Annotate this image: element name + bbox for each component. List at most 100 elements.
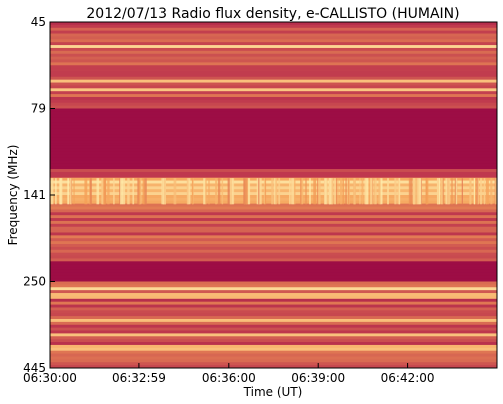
heatmap-row: [50, 171, 497, 176]
heatmap-row: [50, 85, 497, 89]
heatmap-row: [50, 148, 497, 153]
heatmap-burst-column: [271, 178, 274, 205]
heatmap-burst-column: [337, 178, 339, 205]
heatmap-burst-column: [248, 178, 251, 205]
heatmap-burst-column: [442, 178, 444, 205]
heatmap-row: [50, 151, 497, 156]
y-tick-label: 250: [23, 275, 46, 289]
heatmap-burst-column: [359, 178, 361, 205]
heatmap-row: [50, 88, 497, 92]
heatmap-burst-column: [333, 178, 336, 205]
heatmap-row: [50, 160, 497, 164]
heatmap-burst-column: [475, 178, 477, 205]
heatmap-row: [50, 226, 497, 230]
heatmap-row: [50, 339, 497, 343]
heatmap-burst-column: [230, 178, 232, 205]
heatmap-burst-column: [438, 178, 441, 205]
heatmap-row: [50, 298, 497, 303]
heatmap-burst-column: [208, 178, 210, 205]
heatmap-row: [50, 114, 497, 118]
y-axis-label: Frequency (MHz): [6, 145, 20, 246]
heatmap-burst-column: [300, 178, 302, 205]
heatmap-row: [50, 166, 497, 170]
heatmap-burst-column: [289, 178, 291, 205]
heatmap-row: [50, 295, 497, 300]
heatmap-row: [50, 174, 497, 179]
heatmap-burst-column: [426, 178, 429, 205]
heatmap-row: [50, 50, 497, 55]
heatmap-burst-column: [345, 178, 347, 205]
heatmap-burst-column: [205, 178, 207, 205]
heatmap-burst-column: [353, 178, 356, 205]
heatmap-burst-column: [301, 178, 304, 205]
heatmap-burst-column: [455, 178, 458, 205]
heatmap-row: [50, 304, 497, 308]
heatmap-row: [50, 27, 497, 32]
heatmap-burst-column: [412, 178, 416, 205]
x-tick-label: 06:42:00: [381, 371, 435, 385]
heatmap-burst-column: [259, 178, 262, 205]
heatmap-burst-column: [258, 178, 260, 205]
heatmap-burst-column: [59, 178, 62, 205]
heatmap-row: [50, 330, 497, 334]
x-tick-label: 06:32:59: [112, 371, 166, 385]
heatmap-burst-column: [347, 178, 350, 205]
heatmap-row: [50, 56, 497, 60]
heatmap-row: [50, 324, 497, 329]
heatmap-row: [50, 229, 497, 233]
heatmap-row: [50, 79, 497, 83]
heatmap-row: [50, 238, 497, 242]
x-tick-label: 06:30:00: [23, 371, 77, 385]
heatmap-row: [50, 244, 497, 248]
heatmap-burst-column: [469, 178, 472, 205]
heatmap-row: [50, 269, 497, 274]
heatmap-row: [50, 140, 497, 144]
heatmap-burst-column: [231, 178, 235, 205]
x-tick-label: 06:36:00: [202, 371, 256, 385]
y-tick-label: 45: [31, 15, 46, 29]
heatmap-row: [50, 356, 497, 360]
heatmap-burst-column: [122, 178, 126, 205]
heatmap-row: [50, 321, 497, 326]
heatmap-row: [50, 223, 497, 228]
heatmap-burst-column: [103, 178, 106, 205]
heatmap-row: [50, 342, 497, 346]
heatmap-row: [50, 316, 497, 320]
heatmap-row: [50, 96, 497, 101]
heatmap-row: [50, 261, 497, 265]
heatmap-burst-column: [318, 178, 321, 205]
heatmap-burst-column: [408, 178, 410, 205]
heatmap-row: [50, 39, 497, 43]
heatmap-row: [50, 24, 497, 29]
heatmap-burst-column: [378, 178, 381, 205]
heatmap-row: [50, 47, 497, 52]
heatmap-row: [50, 82, 497, 86]
x-axis-label: Time (UT): [243, 385, 303, 399]
heatmap-row: [50, 42, 497, 46]
heatmap-row: [50, 111, 497, 115]
heatmap-row: [50, 275, 497, 280]
heatmap-burst-column: [326, 178, 328, 205]
heatmap-burst-column: [142, 178, 146, 205]
heatmap-burst-column: [309, 178, 311, 205]
heatmap-row: [50, 108, 497, 112]
heatmap-row: [50, 163, 497, 167]
heatmap-burst-column: [144, 178, 147, 205]
heatmap-row: [50, 65, 497, 69]
heatmap-row: [50, 218, 497, 222]
heatmap-row: [50, 246, 497, 251]
heatmap-burst-column: [370, 178, 373, 205]
heatmap-burst-column: [50, 178, 54, 205]
heatmap-burst-column: [441, 178, 443, 205]
heatmap-burst-column: [437, 178, 439, 205]
heatmap-burst-column: [244, 178, 248, 205]
heatmap-burst-column: [305, 178, 307, 205]
heatmap-burst-column: [101, 178, 104, 205]
heatmap-row: [50, 73, 497, 78]
heatmap-burst-column: [476, 178, 480, 205]
heatmap-row: [50, 76, 497, 81]
heatmap-row: [50, 258, 497, 262]
heatmap-burst-column: [414, 178, 418, 205]
heatmap-row: [50, 327, 497, 331]
chart-title: 2012/07/13 Radio flux density, e-CALLIST…: [86, 6, 459, 22]
